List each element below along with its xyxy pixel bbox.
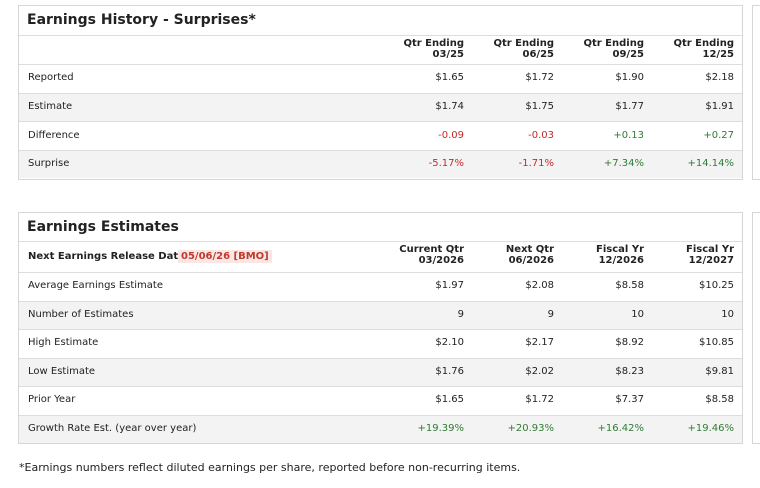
table-title: Earnings Estimates: [27, 219, 179, 235]
cell-value: +16.42%: [597, 422, 644, 434]
column-header: 12/2027: [688, 255, 734, 266]
cell-value: $1.65: [435, 72, 464, 84]
cell-value: -0.09: [438, 129, 464, 141]
column-header: Qtr Ending: [493, 38, 554, 49]
column-header: 03/25: [432, 49, 464, 60]
cell-value: 10: [721, 308, 734, 320]
cell-value: $1.97: [435, 280, 464, 292]
release-label: Next Earnings Release Date -: [28, 251, 193, 262]
cell-value: $9.81: [705, 365, 734, 377]
row-label: Prior Year: [28, 394, 76, 406]
column-header: Current Qtr: [399, 244, 464, 255]
row-label: Estimate: [28, 100, 73, 112]
cell-value: $1.65: [435, 394, 464, 406]
cell-value: $8.23: [615, 365, 644, 377]
row-label: Surprise: [28, 158, 70, 170]
row-label: Growth Rate Est. (year over year): [28, 422, 197, 434]
column-header: Next Qtr: [505, 244, 554, 255]
side-panel: [752, 212, 760, 444]
cell-value: $2.18: [705, 72, 734, 84]
row-label: High Estimate: [28, 337, 99, 349]
table-row: [19, 357, 742, 386]
cell-value: $1.77: [615, 100, 644, 112]
cell-value: $2.08: [525, 280, 554, 292]
cell-value: 9: [457, 308, 464, 320]
cell-value: $1.91: [705, 100, 734, 112]
cell-value: $1.72: [525, 72, 554, 84]
row-label: Difference: [28, 129, 80, 141]
column-header: 03/2026: [418, 255, 464, 266]
cell-value: $2.10: [435, 337, 464, 349]
cell-value: $8.58: [705, 394, 734, 406]
title-bar: [19, 6, 742, 36]
column-header: Fiscal Yr: [596, 244, 644, 255]
table-row: [19, 121, 742, 150]
cell-value: -0.03: [528, 129, 554, 141]
cell-value: 9: [547, 308, 554, 320]
column-header: 09/25: [612, 49, 644, 60]
cell-value: $1.76: [435, 365, 464, 377]
cell-value: $10.85: [699, 337, 734, 349]
table-panel: [18, 212, 743, 444]
column-header: Qtr Ending: [403, 38, 464, 49]
cell-value: +0.13: [613, 129, 644, 141]
row-label: Number of Estimates: [28, 308, 134, 320]
cell-value: $1.90: [615, 72, 644, 84]
cell-value: $1.75: [525, 100, 554, 112]
table-row: [19, 329, 742, 358]
cell-value: $8.58: [615, 280, 644, 292]
table-title: Earnings History - Surprises*: [27, 12, 256, 28]
cell-value: +19.39%: [417, 422, 464, 434]
column-header: Fiscal Yr: [686, 244, 734, 255]
side-panel: [752, 5, 760, 180]
column-header: 06/25: [522, 49, 554, 60]
table-row: [19, 386, 742, 415]
cell-value: -1.71%: [518, 158, 554, 170]
cell-value: +7.34%: [603, 158, 644, 170]
column-header: Qtr Ending: [583, 38, 644, 49]
column-header: 12/25: [702, 49, 734, 60]
row-label: Reported: [28, 72, 74, 84]
table-row: [19, 272, 742, 301]
table-row: [19, 149, 742, 179]
title-bar: [19, 213, 742, 242]
column-header: 06/2026: [508, 255, 554, 266]
cell-value: $1.74: [435, 100, 464, 112]
cell-value: +14.14%: [687, 158, 734, 170]
row-label: Low Estimate: [28, 365, 96, 377]
cell-value: -5.17%: [428, 158, 464, 170]
cell-value: +20.93%: [507, 422, 554, 434]
cell-value: $2.17: [525, 337, 554, 349]
table-row: [19, 64, 742, 93]
cell-value: $10.25: [699, 280, 734, 292]
cell-value: +19.46%: [687, 422, 734, 434]
table-row: [19, 92, 742, 122]
cell-value: $7.37: [615, 394, 644, 406]
footnote: *Earnings numbers reflect diluted earnin…: [19, 461, 521, 474]
release-date: 05/06/26 [BMO]: [178, 250, 272, 263]
cell-value: +0.27: [703, 129, 734, 141]
cell-value: $2.02: [525, 365, 554, 377]
cell-value: $8.92: [615, 337, 644, 349]
table-row: [19, 300, 742, 329]
table-panel: [18, 5, 743, 180]
column-header: Qtr Ending: [673, 38, 734, 49]
cell-value: $1.72: [525, 394, 554, 406]
column-header: 12/2026: [598, 255, 644, 266]
table-row: [19, 414, 742, 443]
cell-value: 10: [631, 308, 644, 320]
row-label: Average Earnings Estimate: [28, 280, 163, 292]
